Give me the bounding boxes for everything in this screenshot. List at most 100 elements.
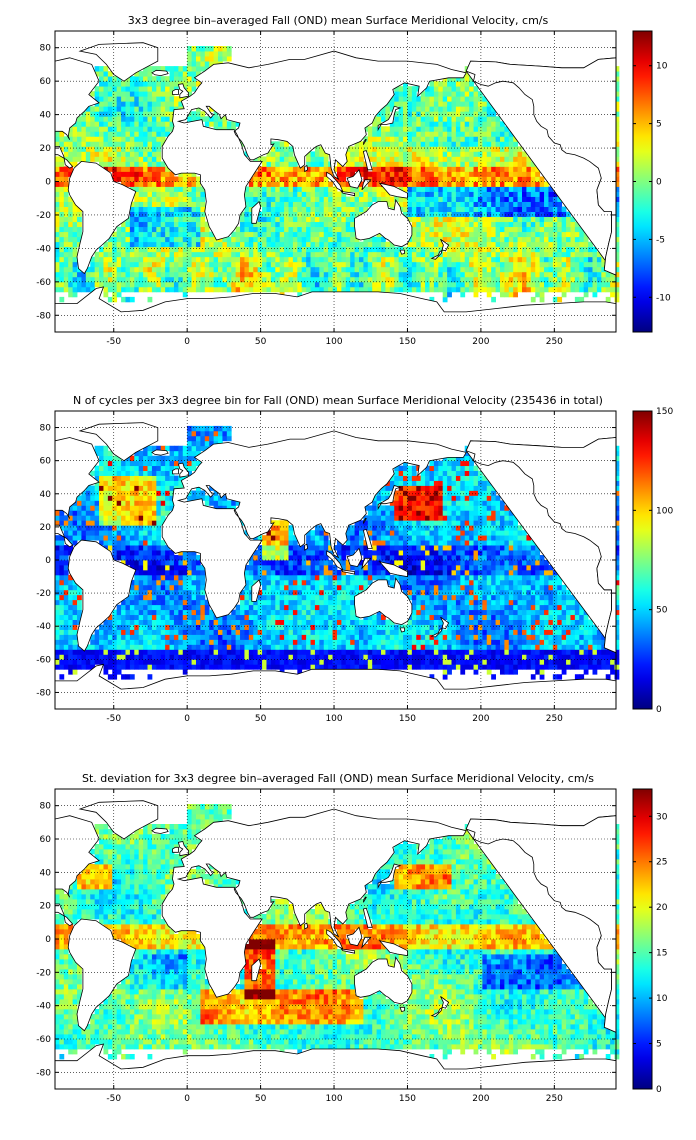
heatmap-cell	[81, 520, 87, 526]
heatmap-cell	[504, 221, 510, 228]
heatmap-cell	[213, 116, 219, 122]
heatmap-cell	[451, 171, 457, 177]
heatmap-cell	[539, 221, 545, 228]
heatmap-cell	[328, 201, 333, 207]
heatmap-cell	[614, 176, 620, 182]
heatmap-cell	[134, 659, 140, 665]
heatmap-cell	[262, 261, 267, 268]
heatmap-cell	[107, 535, 113, 541]
heatmap-cell	[614, 96, 620, 102]
heatmap-cell	[63, 241, 69, 248]
heatmap-cell	[55, 181, 60, 187]
heatmap-cell	[425, 151, 430, 157]
heatmap-cell	[129, 480, 135, 486]
heatmap-cell	[561, 246, 567, 253]
heatmap-cell	[336, 166, 342, 172]
heatmap-cell	[209, 440, 215, 447]
heatmap-cell	[103, 126, 109, 132]
heatmap-cell	[433, 136, 439, 142]
heatmap-cell	[209, 659, 215, 665]
heatmap-cell	[125, 151, 131, 157]
heatmap-cell	[143, 101, 148, 107]
heatmap-cell	[121, 485, 126, 491]
heatmap-cell	[156, 584, 162, 591]
heatmap-cell	[460, 126, 466, 132]
heatmap-cell	[508, 236, 514, 243]
heatmap-cell	[336, 201, 342, 207]
heatmap-cell	[495, 286, 501, 293]
heatmap-cell	[314, 191, 320, 197]
heatmap-cell	[59, 286, 65, 293]
heatmap-cell	[121, 176, 126, 182]
heatmap-cell	[433, 151, 439, 157]
heatmap-cell	[429, 176, 435, 182]
heatmap-cell	[200, 425, 206, 432]
heatmap-cell	[231, 271, 237, 278]
heatmap-cell	[367, 171, 373, 177]
heatmap-cell	[473, 276, 479, 283]
heatmap-cell	[156, 131, 162, 137]
heatmap-cell	[156, 221, 162, 228]
heatmap-cell	[253, 181, 259, 187]
heatmap-cell	[143, 166, 148, 172]
heatmap-cell	[455, 271, 461, 278]
heatmap-cell	[112, 550, 118, 556]
heatmap-cell	[447, 111, 452, 117]
heatmap-cell	[116, 111, 122, 117]
heatmap-cell	[204, 435, 210, 442]
heatmap-cell	[513, 216, 519, 223]
heatmap-cell	[169, 649, 175, 655]
heatmap-cell	[359, 201, 364, 207]
heatmap-cell	[455, 286, 461, 293]
heatmap-cell	[394, 141, 400, 147]
heatmap-cell	[134, 624, 140, 630]
heatmap-cell	[156, 181, 162, 187]
heatmap-cell	[156, 569, 162, 576]
heatmap-cell	[94, 146, 100, 152]
heatmap-cell	[266, 186, 272, 192]
heatmap-cell	[213, 634, 219, 640]
heatmap-cell	[107, 101, 113, 107]
heatmap-cell	[209, 246, 215, 253]
heatmap-cell	[425, 271, 430, 278]
heatmap-cell	[195, 81, 201, 87]
heatmap-cell	[433, 191, 439, 197]
heatmap-cell	[447, 211, 452, 218]
heatmap-cell	[486, 176, 492, 182]
heatmap-cell	[191, 251, 197, 258]
heatmap-cell	[107, 654, 113, 660]
heatmap-cell	[134, 540, 140, 546]
heatmap-cell	[350, 246, 355, 253]
heatmap-cell	[112, 171, 118, 177]
heatmap-cell	[59, 271, 65, 278]
heatmap-cell	[59, 629, 65, 635]
heatmap-cell	[270, 206, 276, 212]
heatmap-cell	[323, 251, 329, 258]
heatmap-cell	[522, 206, 527, 212]
heatmap-cell	[191, 281, 197, 288]
heatmap-cell	[112, 659, 118, 665]
heatmap-cell	[429, 146, 435, 152]
heatmap-cell	[455, 241, 461, 248]
heatmap-cell	[187, 425, 192, 432]
heatmap-cell	[464, 266, 470, 273]
heatmap-cell	[169, 101, 175, 107]
heatmap-cell	[614, 136, 620, 142]
heatmap-cell	[385, 141, 391, 147]
heatmap-cell	[486, 211, 492, 218]
heatmap-cell	[345, 286, 351, 293]
heatmap-cell	[195, 604, 201, 611]
heatmap-cell	[522, 171, 527, 177]
heatmap-cell	[499, 231, 505, 238]
heatmap-cell	[284, 161, 289, 167]
heatmap-cell	[156, 226, 162, 233]
heatmap-cell	[460, 76, 466, 82]
heatmap-cell	[394, 136, 400, 142]
heatmap-cell	[125, 116, 131, 122]
heatmap-cell	[451, 141, 457, 147]
heatmap-cell	[160, 659, 166, 665]
heatmap-cell	[187, 594, 192, 601]
heatmap-cell	[486, 196, 492, 202]
heatmap-cell	[522, 266, 527, 273]
heatmap-cell	[112, 624, 118, 630]
